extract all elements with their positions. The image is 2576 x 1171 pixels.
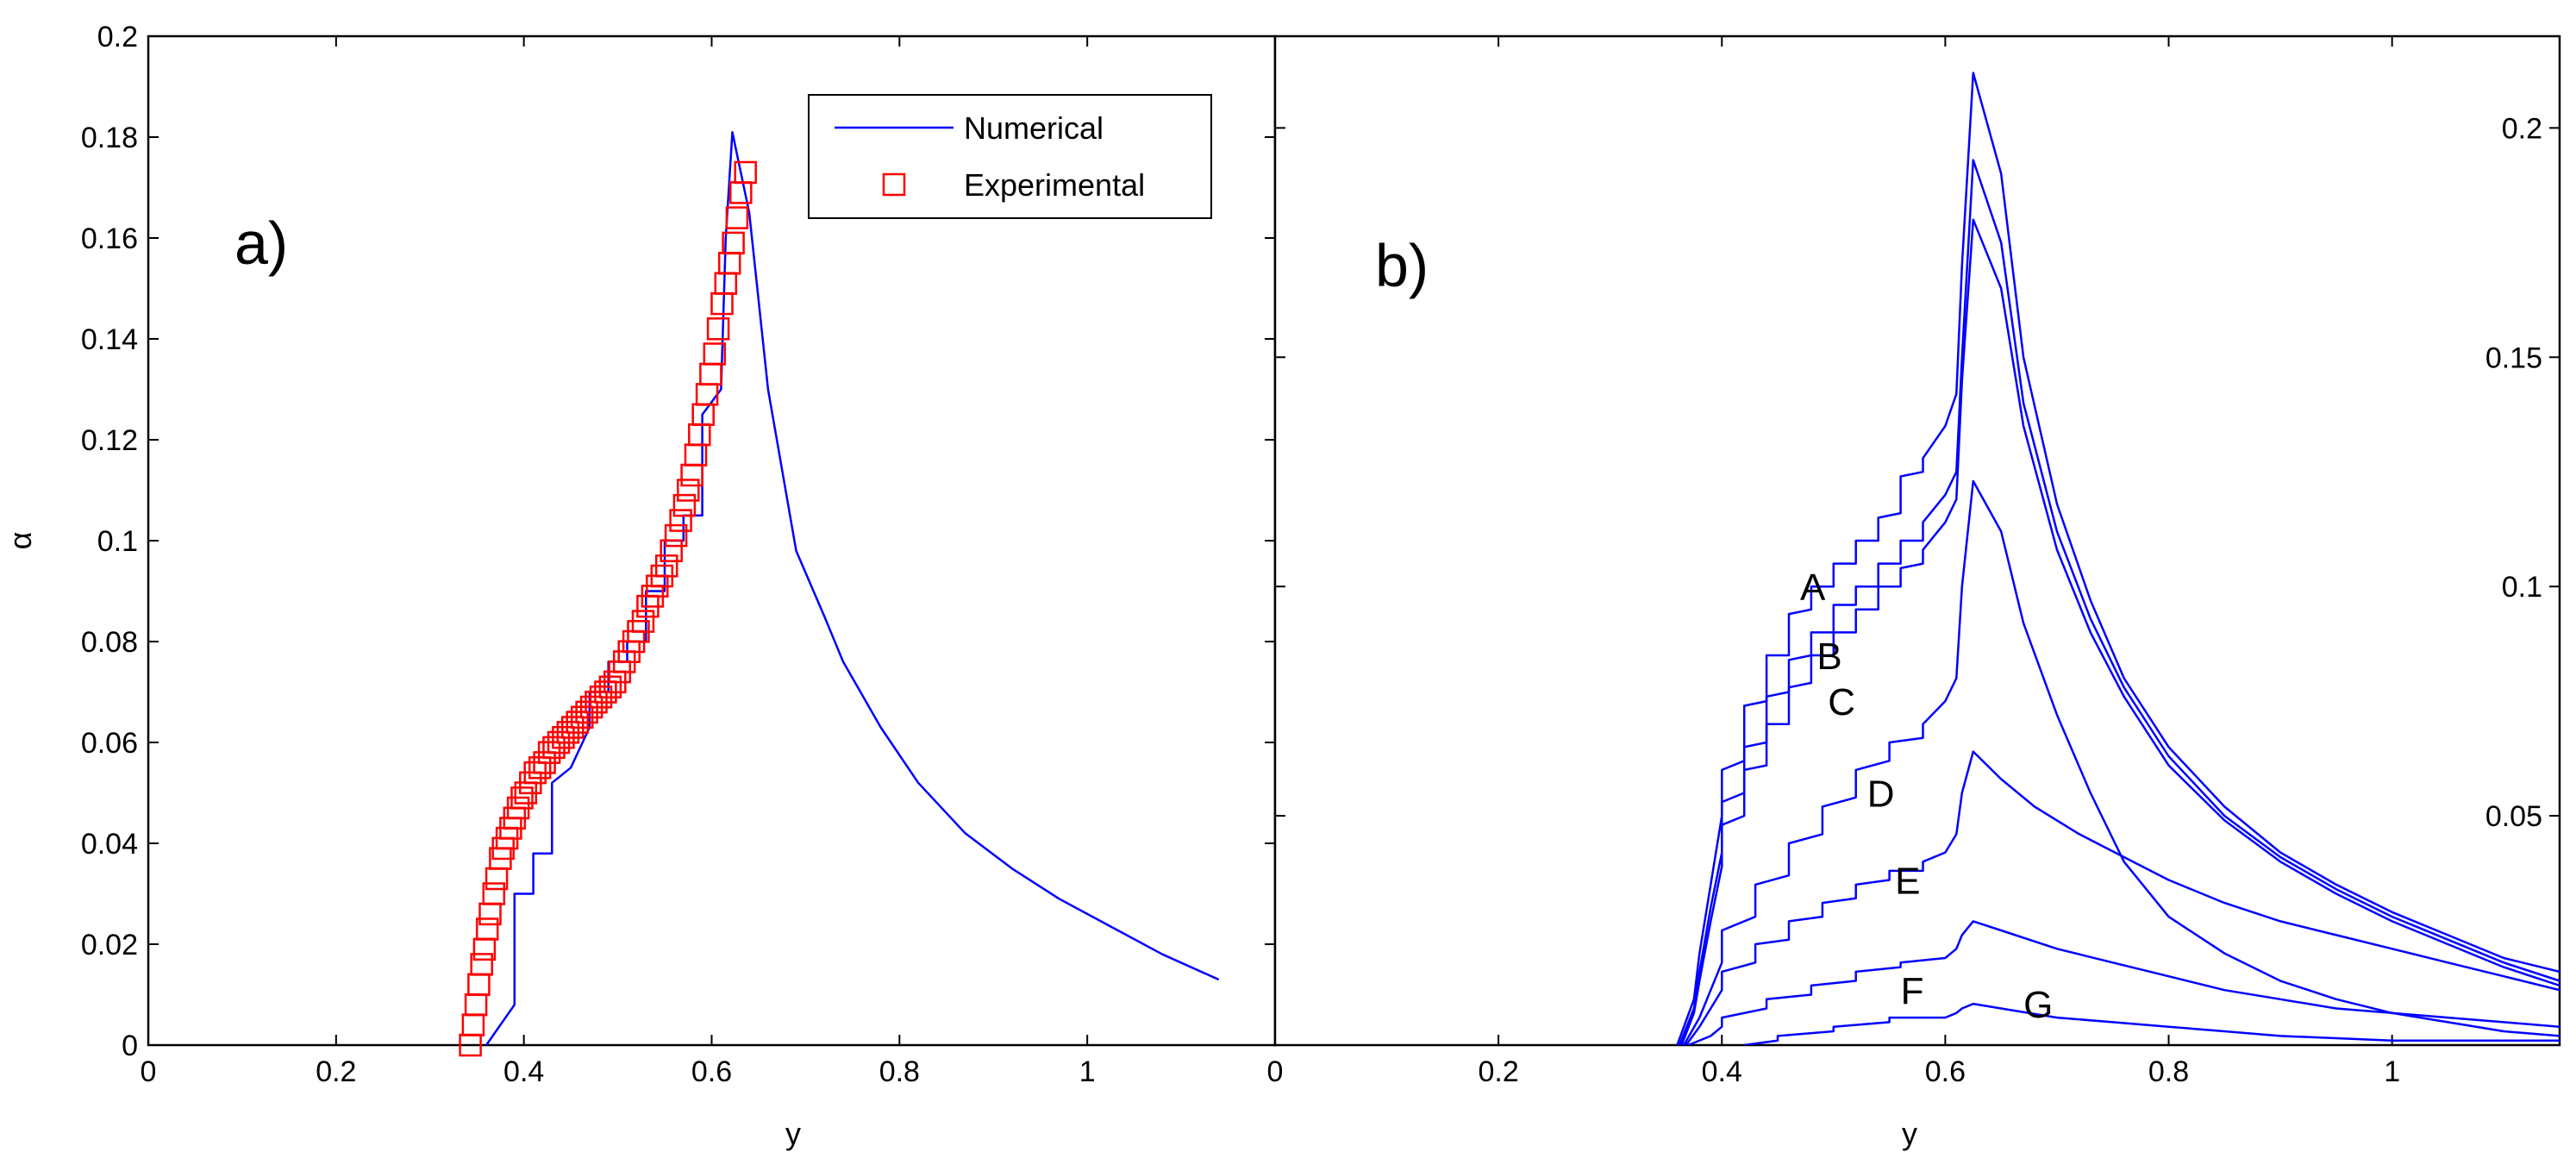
y-tick-label: 0.02 [81, 929, 138, 961]
panel-a-label: a) [234, 210, 288, 277]
curve-label-c: C [1828, 681, 1855, 723]
legend-numerical-label: Numerical [964, 110, 1104, 146]
experimental-point [725, 206, 749, 229]
experimental-point [669, 509, 692, 532]
panel-b-x-axis-label: y [1902, 1116, 1917, 1151]
experimental-point [654, 554, 678, 578]
series-line-a [1676, 72, 2560, 1045]
experimental-point [475, 917, 499, 941]
experimental-point [470, 953, 493, 976]
experimental-point [510, 786, 534, 810]
series-line-b [1678, 159, 2560, 1045]
x-tick-label: 0.2 [316, 1055, 356, 1088]
x-tick-label: 0 [141, 1055, 157, 1088]
x-tick-label: 1 [1079, 1055, 1096, 1088]
y-tick-label: 0.18 [81, 122, 138, 154]
experimental-point [706, 317, 730, 341]
series-line-d [1683, 479, 2560, 1045]
y-tick-label: 0.1 [2502, 571, 2542, 604]
curve-label-d: D [1867, 773, 1895, 816]
y-tick-label: 0.04 [81, 828, 138, 861]
legend-box [808, 94, 1212, 219]
curve-label-a: A [1800, 567, 1826, 609]
panel-a-y-axis-label: α [3, 532, 38, 550]
y-tick-label: 0 [122, 1030, 138, 1062]
x-tick-label: 0.4 [503, 1055, 544, 1088]
panel-a-x-axis-label: y [785, 1116, 801, 1151]
experimental-point [482, 882, 506, 905]
experimental-point [672, 493, 697, 517]
legend: Numerical Experimental [808, 94, 1212, 219]
experimental-point [722, 231, 745, 255]
x-tick-label: 0.6 [691, 1055, 732, 1088]
y-tick-label: 0.12 [81, 424, 138, 457]
curve-label-b: B [1816, 636, 1841, 678]
series-line-numerical [485, 130, 1220, 1046]
y-tick-label: 0.15 [2485, 341, 2542, 374]
y-tick-label: 0.05 [2485, 800, 2542, 833]
x-tick-label: 0.4 [1702, 1055, 1742, 1088]
x-tick-label: 0 [1267, 1055, 1284, 1088]
y-tick-label: 0.16 [81, 222, 138, 255]
series-line-e [1685, 750, 2560, 1045]
experimental-point [664, 523, 688, 548]
curve-label-g: G [2023, 984, 2053, 1026]
y-tick-label: 0.1 [97, 525, 138, 558]
experimental-point [703, 342, 727, 366]
y-tick-label: 0.06 [81, 727, 138, 760]
experimental-point [631, 610, 655, 633]
x-tick-label: 1 [2384, 1055, 2400, 1088]
x-tick-label: 0.8 [2148, 1055, 2189, 1088]
experimental-point [677, 479, 700, 502]
experimental-point [660, 539, 683, 562]
series-line-f [1687, 920, 2560, 1045]
x-tick-label: 0.6 [1925, 1055, 1966, 1088]
panel-b-label: b) [1375, 232, 1429, 299]
panel-a: 0 0.2 0.4 0.6 0.8 1 0 0.02 0.04 0.06 0.08 0.1 0.12 0.… [3, 21, 1277, 1151]
x-tick-label: 0.8 [879, 1055, 920, 1088]
series-line-c [1680, 218, 2560, 1045]
curve-label-f: F [1901, 970, 1924, 1012]
y-tick-label: 0.08 [81, 626, 138, 659]
curve-label-e: E [1895, 861, 1920, 903]
x-tick-label: 0.2 [1478, 1055, 1518, 1088]
series-line-g [1744, 1002, 2560, 1045]
y-tick-label: 0.2 [97, 21, 138, 53]
y-tick-label: 0.2 [2502, 112, 2542, 145]
y-tick-label: 0.14 [81, 323, 138, 356]
legend-experimental-label: Experimental [964, 167, 1145, 203]
legend-experimental-swatch [882, 172, 906, 197]
experimental-point [734, 160, 757, 185]
